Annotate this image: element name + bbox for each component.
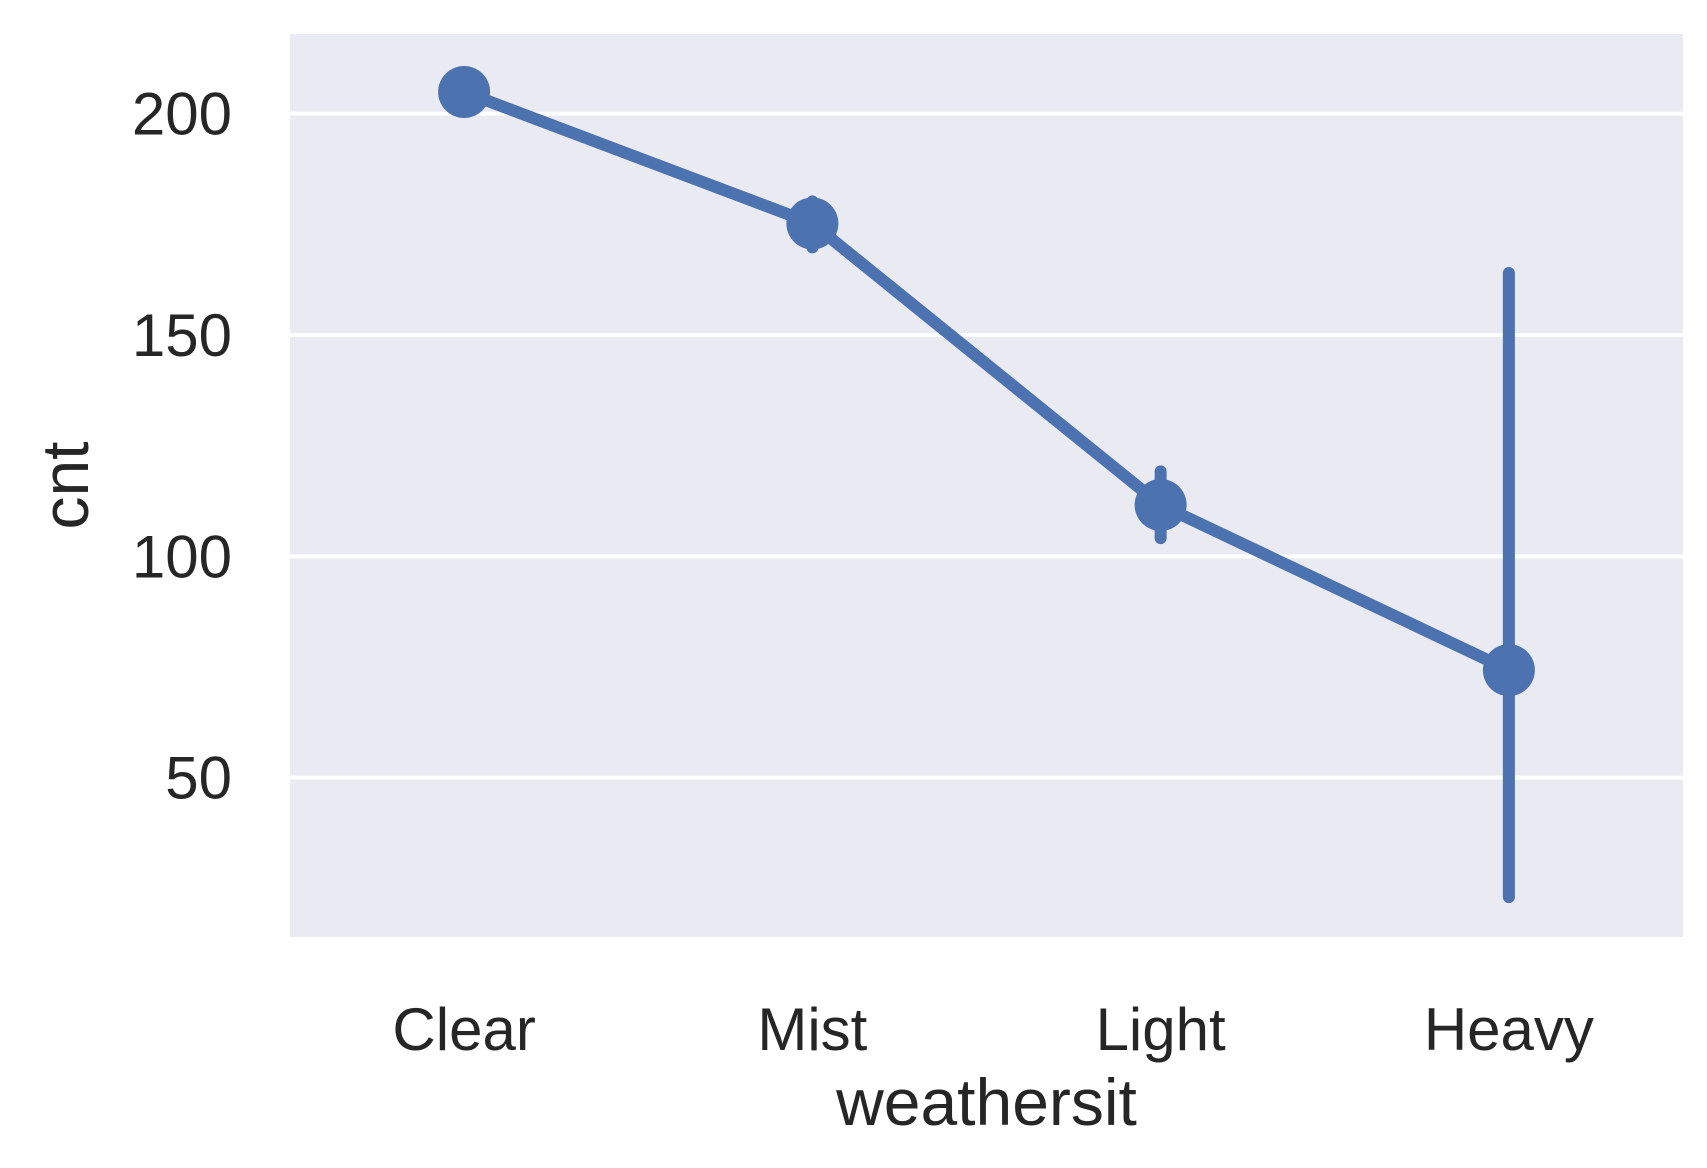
x-axis-ticks: Clear Mist Light Heavy (392, 996, 1593, 1063)
y-tick-label-100: 100 (132, 523, 232, 590)
point-light (1134, 478, 1187, 531)
y-tick-label-50: 50 (165, 745, 232, 812)
x-tick-label-clear: Clear (392, 996, 535, 1063)
x-axis-label: weathersit (835, 1065, 1137, 1139)
point-mist (786, 197, 839, 250)
y-tick-label-200: 200 (132, 81, 232, 148)
x-tick-label-mist: Mist (757, 996, 867, 1063)
x-tick-label-heavy: Heavy (1424, 996, 1594, 1063)
y-axis-ticks: 50 100 150 200 (132, 81, 232, 812)
series-line (462, 86, 1512, 676)
y-axis-label: cnt (28, 441, 102, 529)
point-clear (438, 65, 491, 118)
point-heavy (1482, 644, 1535, 697)
x-tick-label-light: Light (1096, 996, 1226, 1063)
plot-area (290, 34, 1683, 937)
y-tick-label-150: 150 (132, 302, 232, 369)
series-cnt (438, 65, 1535, 904)
